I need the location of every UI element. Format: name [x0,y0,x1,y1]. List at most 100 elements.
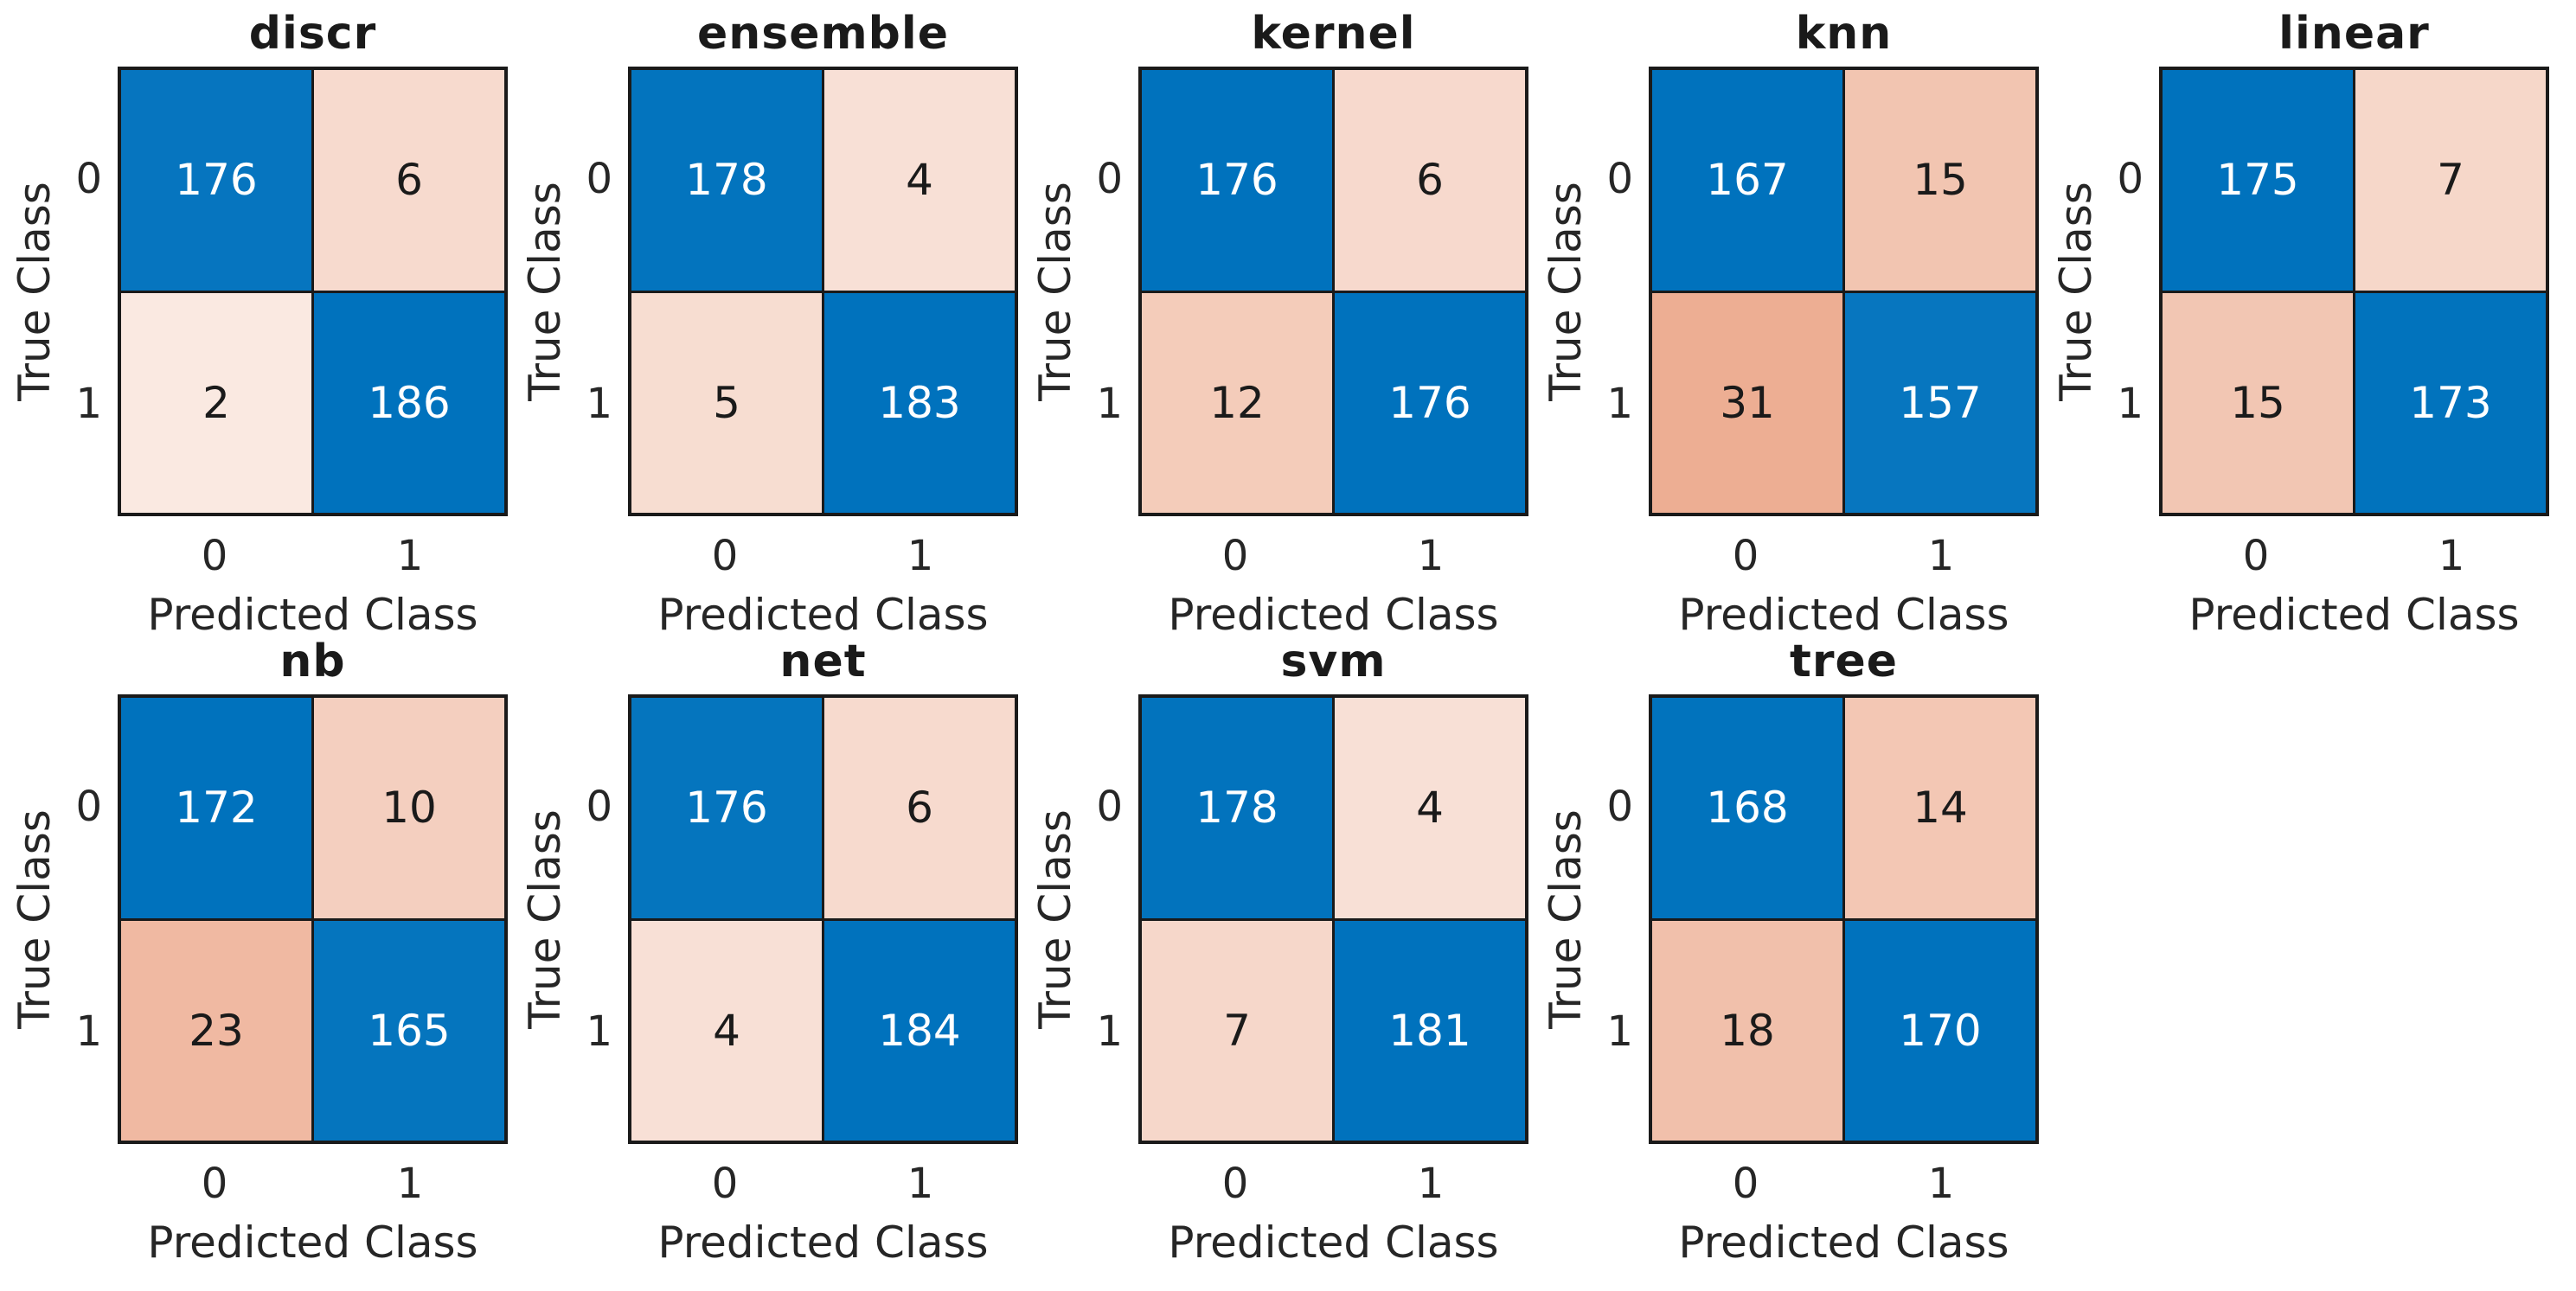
matrix-cell: 183 [824,292,1015,513]
panel-title: svm [1280,636,1387,687]
matrix-cell: 176 [631,698,822,918]
matrix-cell: 170 [1845,920,2035,1141]
y-tick-label-1: 1 [75,1007,102,1056]
matrix-cell: 178 [631,70,822,291]
x-axis-label: Predicted Class [147,590,478,640]
confusion-matrix: 168 14 18 170 [1649,694,2039,1144]
y-tick-label-1: 1 [586,380,612,428]
y-tick-label-0: 0 [586,783,612,831]
confusion-matrix: 178 4 7 181 [1138,694,1528,1144]
y-tick-label-0: 0 [1096,155,1123,203]
confusion-matrix: 176 6 12 176 [1138,67,1528,516]
matrix-cell: 176 [1335,292,1525,513]
matrix-cell: 184 [824,920,1015,1141]
panel-title: net [779,636,867,687]
confusion-matrix-panel-knn: knn True Class 0 1 167 15 31 157 0 1 Predicted Cla… [1531,0,2041,644]
y-tick-label-0: 0 [2117,155,2143,203]
x-tick-label-1: 1 [907,1160,934,1208]
x-tick-label-0: 0 [1732,532,1759,580]
x-tick-label-0: 0 [201,532,228,580]
matrix-cell: 14 [1845,698,2035,918]
y-tick-label-0: 0 [1606,783,1633,831]
x-tick-label-0: 0 [1221,532,1249,580]
x-axis-label: Predicted Class [657,590,989,640]
y-axis-label: True Class [1541,809,1591,1029]
y-tick-label-1: 1 [1606,1007,1633,1056]
matrix-cell: 172 [121,698,311,918]
confusion-matrix: 167 15 31 157 [1649,67,2039,516]
panel-title: kernel [1251,8,1416,60]
y-tick-label-1: 1 [586,1007,612,1056]
confusion-matrix-panel-ensemble: ensemble True Class 0 1 178 4 5 183 0 1 Predicted … [510,0,1021,644]
x-tick-label-1: 1 [1927,1160,1955,1208]
confusion-matrix: 176 6 2 186 [118,67,508,516]
confusion-matrix-panel-kernel: kernel True Class 0 1 176 6 12 176 0 1 Predicted C… [1021,0,1531,644]
y-tick-label-0: 0 [75,783,102,831]
x-tick-label-0: 0 [2242,532,2270,580]
x-tick-label-1: 1 [1417,1160,1445,1208]
x-axis-label: Predicted Class [657,1218,989,1268]
matrix-cell: 15 [2163,292,2353,513]
y-tick-label-0: 0 [1096,783,1123,831]
x-tick-label-1: 1 [1417,532,1445,580]
confusion-matrix: 178 4 5 183 [628,67,1018,516]
matrix-cell: 4 [631,920,822,1141]
matrix-cell: 23 [121,920,311,1141]
matrix-cell: 175 [2163,70,2353,291]
x-tick-label-1: 1 [396,1160,424,1208]
matrix-cell: 5 [631,292,822,513]
panel-title: nb [279,636,346,687]
x-axis-label: Predicted Class [1678,590,2009,640]
confusion-matrix-panel-nb: nb True Class 0 1 172 10 23 165 0 1 Predicted Clas… [0,628,510,1272]
matrix-cell: 181 [1335,920,1525,1141]
panel-title: ensemble [696,8,949,60]
confusion-matrix: 175 7 15 173 [2159,67,2549,516]
confusion-matrix-panel-discr: discr True Class 0 1 176 6 2 186 0 1 Predicted Cla… [0,0,510,644]
matrix-cell: 10 [314,698,504,918]
x-axis-label: Predicted Class [1168,1218,1499,1268]
y-axis-label: True Class [520,809,570,1029]
confusion-matrix-panel-svm: svm True Class 0 1 178 4 7 181 0 1 Predicted Class [1021,628,1531,1272]
matrix-cell: 168 [1652,698,1842,918]
confusion-matrix-panel-net: net True Class 0 1 176 6 4 184 0 1 Predicted Class [510,628,1021,1272]
panel-title: linear [2278,8,2430,60]
x-tick-label-0: 0 [201,1160,228,1208]
panel-title: knn [1795,8,1893,60]
matrix-cell: 18 [1652,920,1842,1141]
matrix-cell: 176 [1142,70,1332,291]
x-tick-label-1: 1 [1927,532,1955,580]
y-axis-label: True Class [1030,809,1080,1029]
x-tick-label-1: 1 [396,532,424,580]
y-tick-label-1: 1 [1096,1007,1123,1056]
confusion-matrix: 176 6 4 184 [628,694,1018,1144]
matrix-cell: 4 [1335,698,1525,918]
x-axis-label: Predicted Class [1678,1218,2009,1268]
confusion-matrix-panel-linear: linear True Class 0 1 175 7 15 173 0 1 Predicted C… [2041,0,2552,644]
matrix-cell: 167 [1652,70,1842,291]
confusion-matrix: 172 10 23 165 [118,694,508,1144]
matrix-cell: 2 [121,292,311,513]
x-axis-label: Predicted Class [2188,590,2520,640]
x-tick-label-1: 1 [2438,532,2465,580]
y-axis-label: True Class [10,182,60,401]
matrix-cell: 12 [1142,292,1332,513]
matrix-cell: 178 [1142,698,1332,918]
y-axis-label: True Class [520,182,570,401]
matrix-cell: 6 [824,698,1015,918]
y-tick-label-1: 1 [75,380,102,428]
matrix-cell: 7 [1142,920,1332,1141]
matrix-cell: 7 [2355,70,2546,291]
matrix-cell: 186 [314,292,504,513]
x-tick-label-0: 0 [711,1160,739,1208]
y-axis-label: True Class [1541,182,1591,401]
x-tick-label-1: 1 [907,532,934,580]
matrix-cell: 165 [314,920,504,1141]
matrix-cell: 31 [1652,292,1842,513]
x-tick-label-0: 0 [1732,1160,1759,1208]
matrix-cell: 157 [1845,292,2035,513]
y-tick-label-1: 1 [2117,380,2143,428]
x-tick-label-0: 0 [1221,1160,1249,1208]
matrix-cell: 176 [121,70,311,291]
matrix-cell: 173 [2355,292,2546,513]
